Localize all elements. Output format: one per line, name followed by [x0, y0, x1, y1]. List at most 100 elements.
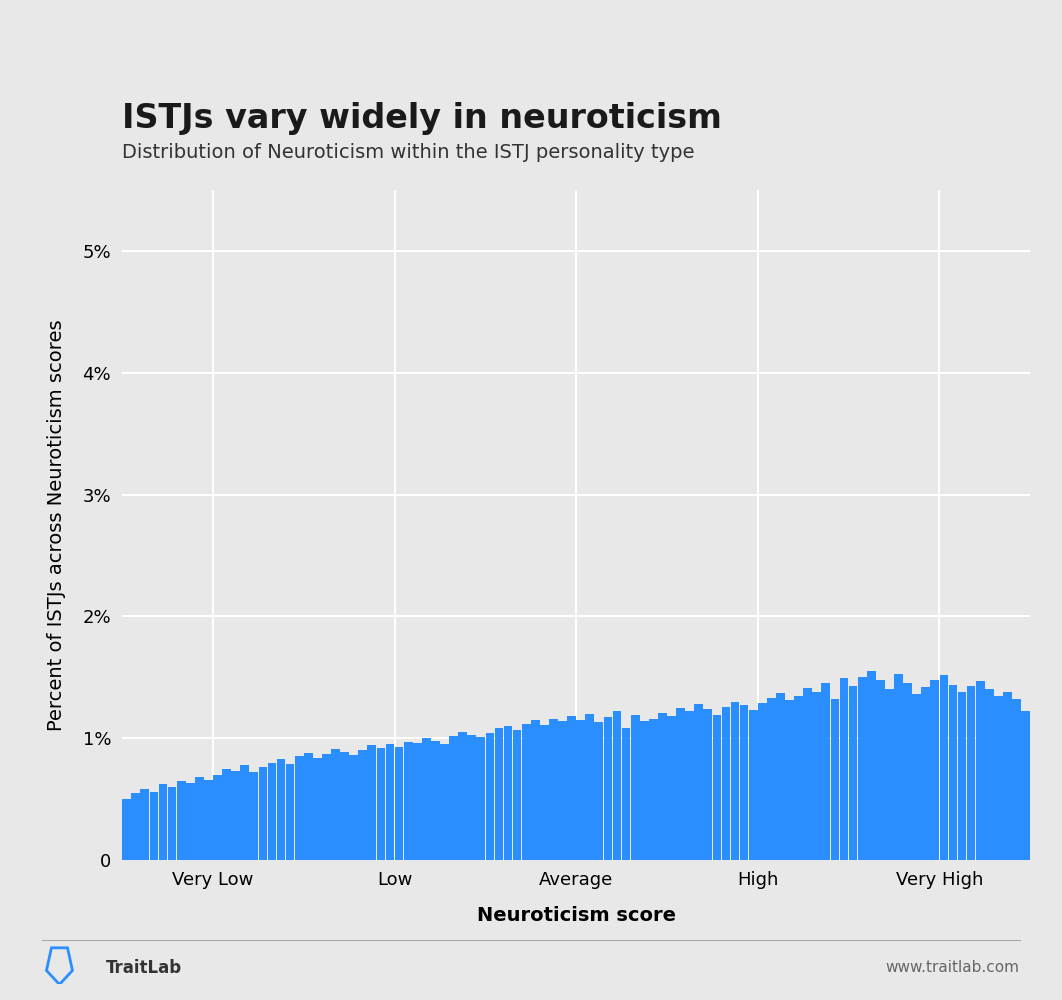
- Bar: [404, 742, 412, 860]
- Bar: [840, 678, 849, 860]
- Bar: [785, 700, 794, 860]
- Bar: [958, 692, 966, 860]
- Bar: [176, 781, 186, 860]
- Y-axis label: Percent of ISTJs across Neuroticism scores: Percent of ISTJs across Neuroticism scor…: [47, 319, 66, 731]
- Bar: [658, 713, 667, 860]
- Bar: [1012, 699, 1021, 860]
- Bar: [912, 694, 921, 860]
- Bar: [948, 685, 957, 860]
- Text: Distribution of Neuroticism within the ISTJ personality type: Distribution of Neuroticism within the I…: [122, 143, 695, 162]
- Bar: [731, 702, 739, 860]
- Bar: [767, 698, 775, 860]
- Bar: [749, 710, 757, 860]
- Text: www.traitlab.com: www.traitlab.com: [886, 960, 1020, 976]
- Bar: [603, 717, 613, 860]
- Bar: [649, 719, 657, 860]
- Bar: [521, 724, 531, 860]
- Bar: [695, 704, 703, 860]
- Bar: [940, 675, 948, 860]
- Bar: [195, 777, 204, 860]
- Bar: [186, 783, 194, 860]
- Bar: [313, 758, 322, 860]
- Bar: [304, 753, 312, 860]
- Bar: [776, 693, 785, 860]
- Bar: [422, 738, 431, 860]
- Bar: [440, 744, 449, 860]
- Bar: [966, 686, 976, 860]
- Bar: [386, 744, 394, 860]
- Bar: [858, 677, 867, 860]
- Bar: [222, 769, 230, 860]
- Bar: [676, 708, 685, 860]
- Bar: [477, 737, 485, 860]
- Bar: [822, 683, 830, 860]
- Bar: [867, 671, 875, 860]
- Bar: [903, 683, 912, 860]
- Bar: [140, 789, 149, 860]
- Bar: [495, 728, 503, 860]
- Bar: [922, 687, 930, 860]
- Bar: [395, 747, 404, 860]
- Bar: [331, 749, 340, 860]
- Bar: [349, 755, 358, 860]
- Bar: [758, 703, 767, 860]
- Bar: [250, 772, 258, 860]
- Bar: [132, 793, 140, 860]
- Bar: [358, 750, 367, 860]
- Bar: [295, 756, 304, 860]
- Bar: [703, 709, 713, 860]
- Bar: [994, 696, 1003, 860]
- Bar: [930, 680, 939, 860]
- Bar: [213, 775, 222, 860]
- Text: ISTJs vary widely in neuroticism: ISTJs vary widely in neuroticism: [122, 102, 722, 135]
- Bar: [812, 692, 821, 860]
- Bar: [413, 743, 422, 860]
- Bar: [459, 732, 467, 860]
- Bar: [158, 784, 168, 860]
- Bar: [794, 696, 803, 860]
- Bar: [367, 745, 376, 860]
- Bar: [830, 699, 839, 860]
- Bar: [876, 680, 885, 860]
- Bar: [585, 714, 594, 860]
- Bar: [885, 689, 894, 860]
- Bar: [431, 741, 440, 860]
- Bar: [984, 689, 994, 860]
- X-axis label: Neuroticism score: Neuroticism score: [477, 906, 675, 925]
- Bar: [258, 767, 268, 860]
- Text: TraitLab: TraitLab: [106, 959, 183, 977]
- Bar: [667, 716, 675, 860]
- Bar: [631, 715, 639, 860]
- Bar: [377, 748, 386, 860]
- Bar: [894, 674, 903, 860]
- Bar: [531, 720, 539, 860]
- Bar: [277, 759, 286, 860]
- Bar: [621, 728, 631, 860]
- Bar: [240, 765, 250, 860]
- Bar: [322, 754, 330, 860]
- Bar: [849, 686, 857, 860]
- Bar: [168, 787, 176, 860]
- Bar: [559, 721, 567, 860]
- Bar: [803, 688, 812, 860]
- Bar: [713, 715, 721, 860]
- Bar: [549, 719, 558, 860]
- Bar: [685, 711, 693, 860]
- Bar: [449, 736, 458, 860]
- Bar: [268, 763, 276, 860]
- Bar: [150, 792, 158, 860]
- Bar: [595, 722, 603, 860]
- Bar: [485, 733, 494, 860]
- Bar: [539, 725, 549, 860]
- Bar: [503, 726, 512, 860]
- Bar: [740, 705, 749, 860]
- Bar: [467, 735, 476, 860]
- Bar: [577, 720, 585, 860]
- Bar: [976, 681, 984, 860]
- Bar: [232, 771, 240, 860]
- Bar: [640, 721, 649, 860]
- Bar: [340, 752, 349, 860]
- Bar: [567, 716, 576, 860]
- Bar: [613, 711, 621, 860]
- Bar: [1004, 692, 1012, 860]
